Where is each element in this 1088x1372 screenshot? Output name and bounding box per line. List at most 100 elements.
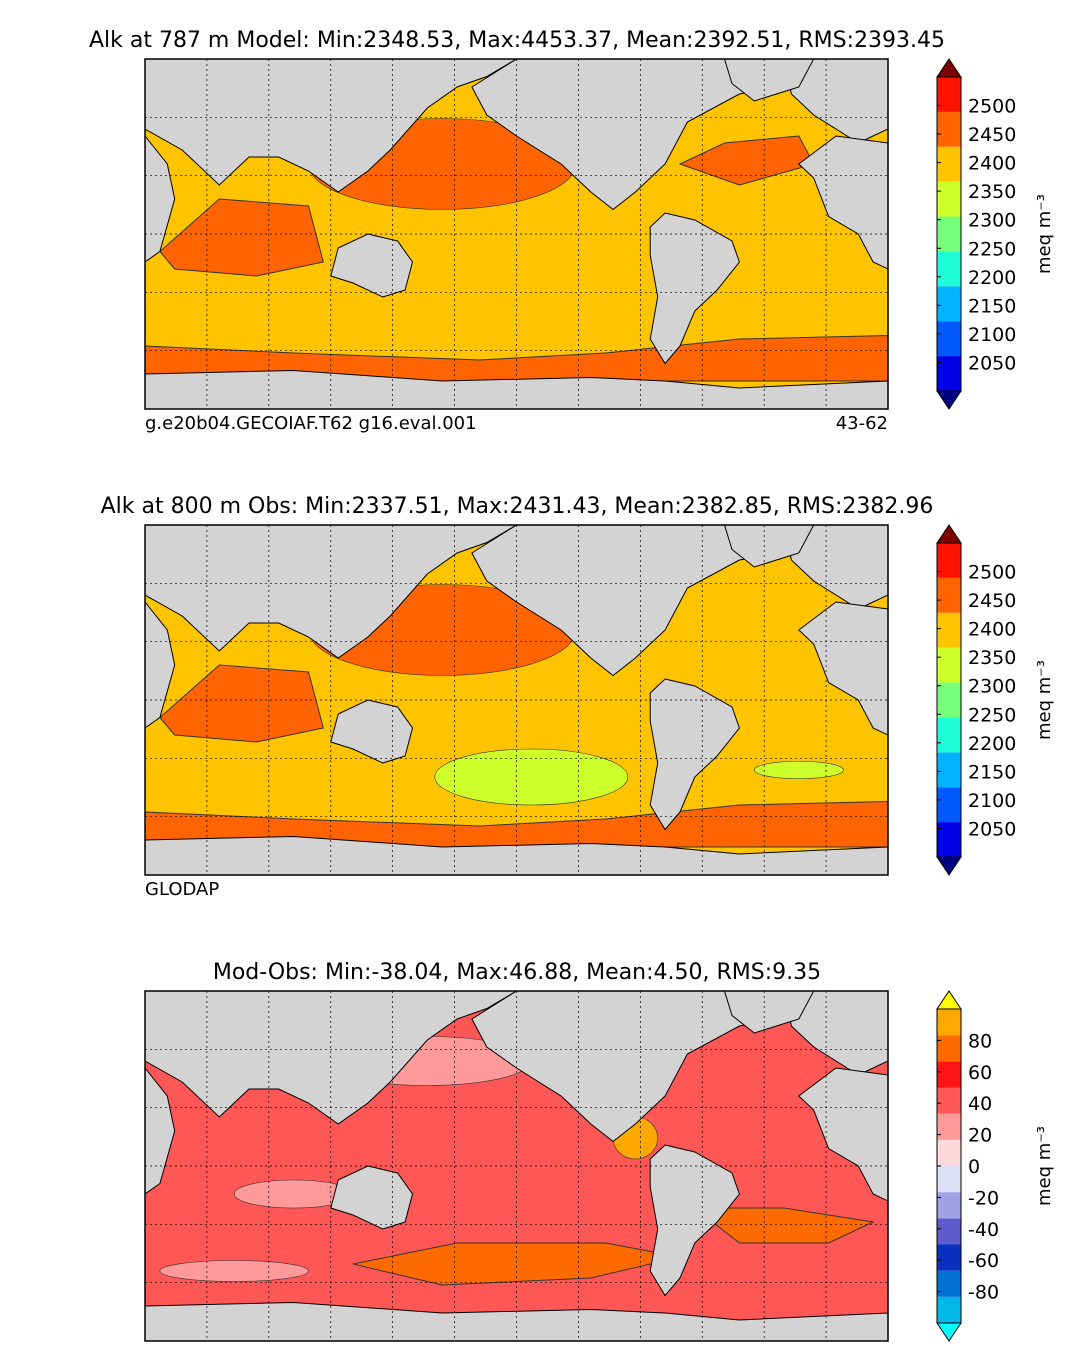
- land-greenland: [723, 991, 815, 1034]
- colorbar-3: -80 -60 -40 -20 0 20 40 60 80 meq m⁻³: [936, 990, 1055, 1342]
- land-australia: [330, 1165, 414, 1230]
- colorbar-segment: [937, 787, 961, 823]
- colorbar-tick-label: -60: [968, 1250, 999, 1272]
- colorbar-tick-label: 2300: [968, 676, 1016, 698]
- south-atlantic-positive-contour: [693, 1207, 875, 1244]
- panel-1-case-label: g.e20b04.GECOIAF.T62 g16.eval.001: [145, 413, 477, 434]
- colorbar-tick-label: -80: [968, 1282, 999, 1304]
- colorbar-tick-label: 2500: [968, 562, 1016, 584]
- colorbar-tick-label: 2450: [968, 124, 1016, 146]
- colorbar-segment: [937, 77, 961, 112]
- colorbar-tick-label: 2150: [968, 761, 1016, 783]
- colorbar-tick-label: 0: [968, 1156, 980, 1178]
- map-frame: [144, 58, 889, 410]
- colorbar-min-extension: [936, 856, 962, 876]
- colorbar-tick-label: 2500: [968, 96, 1016, 118]
- south-pacific-contour: [434, 748, 629, 806]
- land-australia: [330, 233, 414, 298]
- colorbar-segment: [937, 612, 961, 648]
- land-africaEast: [798, 601, 888, 736]
- colorbar-segment: [937, 1192, 961, 1219]
- panel-3-title: Mod-Obs: Min:-38.04, Max:46.88, Mean:4.5…: [212, 960, 822, 985]
- panel-1-years-label: 43-62: [835, 413, 888, 434]
- panel-2-title: Alk at 800 m Obs: Min:2337.51, Max:2431.…: [100, 494, 934, 519]
- land-southAmerica: [649, 212, 740, 365]
- colorbar-units-label: meq m⁻³: [1034, 660, 1055, 740]
- map-panel-1: [144, 58, 889, 410]
- map-frame: [144, 524, 889, 876]
- colorbar-segment: [937, 1009, 961, 1036]
- land-australia: [330, 699, 414, 764]
- colorbar-min-extension: [936, 390, 962, 410]
- land-europe: [783, 59, 888, 144]
- colorbar-units-label: meq m⁻³: [1034, 194, 1055, 274]
- land-greenland: [723, 59, 815, 102]
- colorbar-segment: [937, 1113, 961, 1140]
- colorbar-tick-label: -20: [968, 1187, 999, 1209]
- colorbar-tick-label: 2350: [968, 647, 1016, 669]
- panel-2-source-label: GLODAP: [145, 879, 220, 900]
- colorbar-tick-label: 2250: [968, 704, 1016, 726]
- colorbar-segment: [937, 1166, 961, 1193]
- map-panel-2: [144, 524, 889, 876]
- colorbar-segment: [937, 752, 961, 788]
- colorbar-segment: [937, 647, 961, 683]
- colorbar-tick-label: 2200: [968, 267, 1016, 289]
- colorbar-segment: [937, 1296, 961, 1323]
- colorbar-frame: [936, 76, 962, 392]
- map-frame: [144, 990, 889, 1342]
- colorbar-tick-label: 60: [968, 1062, 992, 1084]
- colorbar-tick-label: 40: [968, 1093, 992, 1115]
- indian-ocean-contour: [159, 664, 324, 743]
- colorbar-tick-label: 2250: [968, 238, 1016, 260]
- indian-ocean-contour: [159, 198, 324, 277]
- colorbar-segment: [937, 577, 961, 613]
- land-africa: [145, 135, 176, 263]
- land-europe: [783, 991, 888, 1076]
- colorbar-segment: [937, 1087, 961, 1114]
- colorbar-max-extension: [936, 990, 962, 1010]
- colorbar-tick-label: 2200: [968, 733, 1016, 755]
- colorbar-tick-label: 2150: [968, 295, 1016, 317]
- colorbar-segment: [937, 1035, 961, 1062]
- land-africaEast: [798, 1067, 888, 1202]
- colorbar-2: 2050 2100 2150 2200 2250 2300 2350 2400 2450 2500…: [936, 524, 1055, 876]
- colorbar-tick-label: 2400: [968, 619, 1016, 641]
- colorbar-tick-label: -40: [968, 1219, 999, 1241]
- colorbar-segment: [937, 1270, 961, 1297]
- colorbar-segment: [937, 356, 961, 391]
- negative-anomaly-contour-3: [159, 1260, 309, 1282]
- colorbar-segment: [937, 1139, 961, 1166]
- colorbar-segment: [937, 1218, 961, 1245]
- colorbar-segment: [937, 216, 961, 252]
- colorbar-tick-label: 80: [968, 1030, 992, 1052]
- colorbar-segment: [937, 543, 961, 578]
- land-southAmerica: [649, 678, 740, 831]
- colorbar-max-extension: [936, 58, 962, 78]
- panel-1-title: Alk at 787 m Model: Min:2348.53, Max:445…: [88, 28, 946, 53]
- land-southAmerica: [649, 1144, 740, 1297]
- land-europe: [783, 525, 888, 610]
- colorbar-units-label: meq m⁻³: [1034, 1126, 1055, 1206]
- colorbar-tick-label: 2100: [968, 790, 1016, 812]
- map-panel-3: [144, 990, 889, 1342]
- colorbar-tick-label: 2350: [968, 181, 1016, 203]
- colorbar-frame: [936, 542, 962, 858]
- land-greenland: [723, 525, 815, 568]
- colorbar-tick-label: 2050: [968, 818, 1016, 840]
- land-africa: [145, 601, 176, 729]
- colorbar-segment: [937, 181, 961, 217]
- colorbar-segment: [937, 717, 961, 753]
- colorbar-segment: [937, 111, 961, 147]
- south-atlantic-contour: [753, 760, 844, 780]
- colorbar-segment: [937, 146, 961, 182]
- colorbar-segment: [937, 251, 961, 287]
- colorbar-tick-label: 20: [968, 1125, 992, 1147]
- land-africaEast: [798, 135, 888, 270]
- colorbar-1: 2050 2100 2150 2200 2250 2300 2350 2400 2450 2500…: [936, 58, 1055, 410]
- colorbar-tick-label: 2400: [968, 153, 1016, 175]
- colorbar-segment: [937, 682, 961, 718]
- colorbar-segment: [937, 822, 961, 857]
- colorbar-segment: [937, 1244, 961, 1271]
